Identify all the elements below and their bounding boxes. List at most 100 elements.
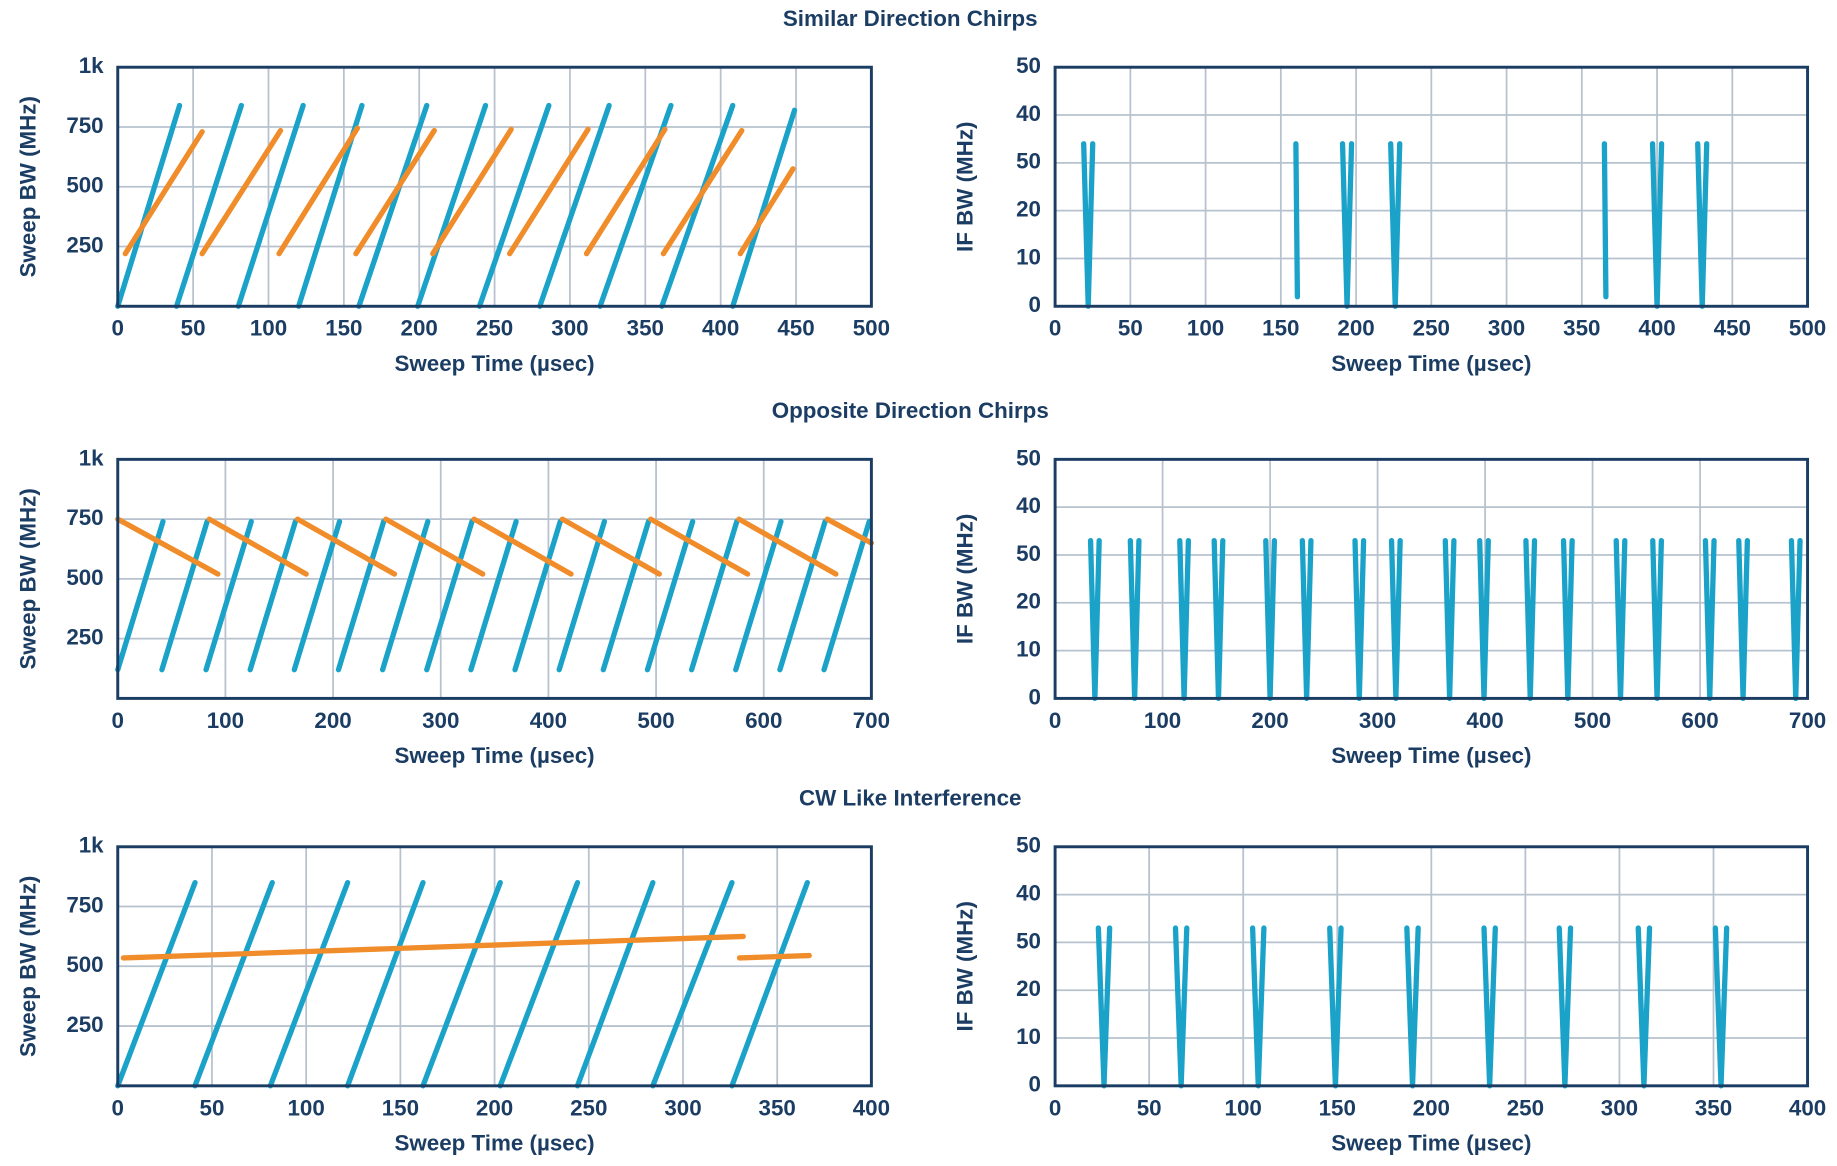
x-tick-label: 300 — [664, 1095, 701, 1120]
x-tick-label: 100 — [288, 1095, 325, 1120]
x-tick-label: 300 — [422, 708, 459, 733]
y-tick-label: 50 — [1016, 445, 1041, 470]
x-tick-label: 400 — [1638, 316, 1675, 341]
x-tick-label: 150 — [382, 1095, 419, 1120]
y-tick-label: 750 — [66, 505, 103, 530]
x-tick-label: 250 — [1507, 1095, 1544, 1120]
x-tick-label: 350 — [759, 1095, 796, 1120]
x-axis-label: Sweep Time (µsec) — [395, 1131, 595, 1156]
x-tick-label: 150 — [325, 316, 362, 341]
y-tick-label: 500 — [66, 565, 103, 590]
data-line — [1081, 141, 1710, 309]
x-tick-label: 200 — [314, 708, 351, 733]
y-tick-label: 50 — [1016, 53, 1041, 78]
x-tick-label: 200 — [1337, 316, 1374, 341]
x-tick-label: 50 — [1137, 1095, 1162, 1120]
x-tick-label: 100 — [1187, 316, 1224, 341]
x-tick-label: 400 — [853, 1095, 890, 1120]
y-tick-label: 10 — [1016, 244, 1041, 269]
y-tick-label: 750 — [66, 892, 103, 917]
x-tick-label: 100 — [250, 316, 287, 341]
y-tick-label: 40 — [1016, 101, 1041, 126]
data-line — [115, 518, 872, 673]
y-tick-label: 50 — [1016, 928, 1041, 953]
y-tick-label: 0 — [1029, 292, 1041, 317]
x-tick-label: 200 — [1413, 1095, 1450, 1120]
data-line — [115, 879, 810, 1089]
y-axis-label: Sweep BW (MHz) — [15, 876, 40, 1057]
x-tick-label: 200 — [401, 316, 438, 341]
x-tick-label: 600 — [745, 708, 782, 733]
x-tick-label: 500 — [1789, 316, 1826, 341]
y-tick-label: 40 — [1016, 880, 1041, 905]
x-tick-label: 500 — [1574, 708, 1611, 733]
x-tick-label: 150 — [1319, 1095, 1356, 1120]
x-tick-label: 0 — [112, 708, 124, 733]
x-tick-label: 350 — [1695, 1095, 1732, 1120]
y-tick-label: 20 — [1016, 197, 1041, 222]
x-tick-label: 350 — [627, 316, 664, 341]
x-tick-label: 100 — [207, 708, 244, 733]
y-tick-label: 1k — [79, 445, 104, 470]
x-tick-label: 400 — [1466, 708, 1503, 733]
x-tick-label: 300 — [1488, 316, 1525, 341]
x-tick-label: 50 — [1118, 316, 1143, 341]
x-tick-label: 50 — [200, 1095, 225, 1120]
data-line — [1087, 537, 1803, 702]
y-tick-label: 10 — [1016, 636, 1041, 661]
data-line — [115, 516, 875, 577]
section-title: Opposite Direction Chirps — [772, 398, 1049, 423]
data-line — [115, 102, 798, 309]
y-tick-label: 1k — [79, 53, 104, 78]
y-axis-label: Sweep BW (MHz) — [15, 96, 40, 277]
x-tick-label: 400 — [1789, 1095, 1826, 1120]
x-tick-label: 500 — [637, 708, 674, 733]
x-tick-label: 100 — [1225, 1095, 1262, 1120]
x-tick-label: 0 — [1049, 316, 1061, 341]
plot-frame — [1053, 457, 1810, 700]
plot-frame — [116, 845, 873, 1088]
y-tick-label: 50 — [1016, 541, 1041, 566]
y-tick-label: 40 — [1016, 493, 1041, 518]
plot-frame — [116, 65, 873, 308]
y-axis-label: IF BW (MHz) — [953, 514, 978, 644]
x-tick-label: 700 — [1789, 708, 1826, 733]
x-axis-label: Sweep Time (µsec) — [1331, 1131, 1531, 1156]
section-title: CW Like Interference — [799, 786, 1021, 811]
y-axis-label: IF BW (MHz) — [953, 901, 978, 1031]
x-tick-label: 300 — [551, 316, 588, 341]
x-tick-label: 400 — [530, 708, 567, 733]
y-axis-label: Sweep BW (MHz) — [15, 488, 40, 669]
x-tick-label: 250 — [570, 1095, 607, 1120]
x-tick-label: 400 — [702, 316, 739, 341]
y-tick-label: 50 — [1016, 149, 1041, 174]
x-tick-label: 0 — [1049, 1095, 1061, 1120]
x-tick-label: 300 — [1359, 708, 1396, 733]
x-tick-label: 200 — [1251, 708, 1288, 733]
y-tick-label: 50 — [1016, 833, 1041, 858]
data-line — [1095, 925, 1730, 1089]
x-tick-label: 200 — [476, 1095, 513, 1120]
y-tick-label: 250 — [66, 232, 103, 257]
x-tick-label: 100 — [1144, 708, 1181, 733]
y-axis-label: IF BW (MHz) — [953, 122, 978, 252]
x-axis-label: Sweep Time (µsec) — [395, 351, 595, 376]
y-tick-label: 0 — [1029, 1072, 1041, 1097]
y-tick-label: 250 — [66, 625, 103, 650]
x-tick-label: 350 — [1563, 316, 1600, 341]
section-title: Similar Direction Chirps — [783, 6, 1038, 31]
y-tick-label: 1k — [79, 833, 104, 858]
data-line — [120, 933, 812, 961]
x-axis-label: Sweep Time (µsec) — [1331, 351, 1531, 376]
y-tick-label: 500 — [66, 952, 103, 977]
y-tick-label: 500 — [66, 173, 103, 198]
y-tick-label: 250 — [66, 1012, 103, 1037]
x-tick-label: 0 — [112, 316, 124, 341]
plot-frame — [1053, 65, 1810, 308]
x-tick-label: 250 — [1413, 316, 1450, 341]
y-tick-label: 20 — [1016, 976, 1041, 1001]
x-tick-label: 300 — [1601, 1095, 1638, 1120]
plot-frame — [116, 457, 873, 700]
y-tick-label: 0 — [1029, 684, 1041, 709]
